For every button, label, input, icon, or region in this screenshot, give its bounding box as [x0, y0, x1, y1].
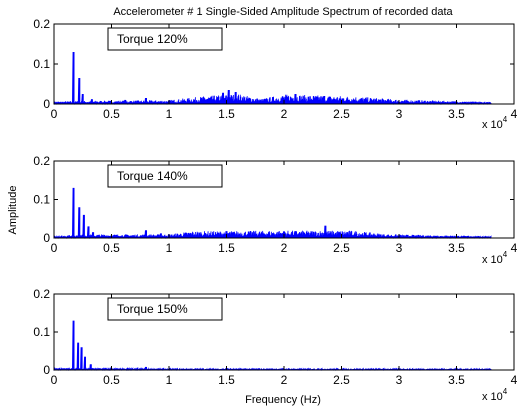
subplot-2: 0 0.5 1 1.5 2 2.5 3 3.5 4 0 0.1 0.2 Torque 140% x 104	[33, 154, 517, 266]
x-tick-label: 0.5	[103, 373, 120, 387]
x-tick-label: 3	[396, 373, 403, 387]
x-tick-label: 3	[396, 107, 403, 121]
annotation-label-1: Torque 120%	[117, 32, 188, 46]
annotation-box-1	[107, 27, 223, 51]
x-tick-label: 1.5	[218, 107, 235, 121]
y-tick-label: 0.2	[33, 154, 50, 168]
x-tick-label: 4	[511, 241, 518, 255]
y-tick-label: 0.1	[33, 193, 50, 207]
annotation-box-2	[107, 164, 223, 188]
x-tick-label: 2.5	[333, 241, 350, 255]
y-tick-label: 0	[43, 231, 50, 245]
subplot-1: 0 0.5 1 1.5 2 2.5 3 3.5 4 0 0.1 0.2 Torque 120% x 104	[33, 17, 517, 131]
x-tick-label: 2	[281, 373, 288, 387]
x-tick-label: 4	[511, 373, 518, 387]
x-tick-label: 1.5	[218, 241, 235, 255]
x-tick-label: 0	[51, 373, 58, 387]
y-tick-label: 0.2	[33, 17, 50, 31]
x-tick-label: 2.5	[333, 107, 350, 121]
x-tick-label: 3	[396, 241, 403, 255]
y-tick-label: 0.2	[33, 287, 50, 301]
x-tick-label: 0.5	[103, 241, 120, 255]
spectrum-line-3	[53, 320, 492, 372]
y-tick-label: 0	[43, 97, 50, 111]
x-tick-label: 1.5	[218, 373, 235, 387]
x-exponent-label-3: x 104	[482, 387, 508, 403]
x-tick-label: 3.5	[448, 107, 465, 121]
x-tick-label: 2	[281, 241, 288, 255]
annotation-label-3: Torque 150%	[117, 302, 188, 316]
x-tick-label: 1	[166, 241, 173, 255]
annotation-box-3	[107, 297, 223, 321]
x-tick-label: 4	[511, 107, 518, 121]
x-tick-label: 2	[281, 107, 288, 121]
x-exponent-label-1: x 104	[482, 115, 508, 131]
annotation-label-2: Torque 140%	[117, 169, 188, 183]
x-tick-label: 3.5	[448, 373, 465, 387]
x-tick-label: 3.5	[448, 241, 465, 255]
spectrum-line-1	[53, 51, 492, 106]
x-tick-label: 1	[166, 373, 173, 387]
x-exponent-label-2: x 104	[482, 250, 508, 266]
chart-title: Accelerometer # 1 Single-Sided Amplitude…	[113, 6, 453, 18]
x-tick-label: 0.5	[103, 107, 120, 121]
y-axis-label: Amplitude	[7, 186, 19, 235]
y-tick-label: 0.1	[33, 57, 50, 71]
x-tick-label: 1	[166, 107, 173, 121]
x-tick-label: 0	[51, 107, 58, 121]
x-tick-label: 0	[51, 241, 58, 255]
subplot-3: 0 0.5 1 1.5 2 2.5 3 3.5 4 0 0.1 0.2 Torque 150% x 104	[33, 287, 517, 403]
y-tick-label: 0	[43, 363, 50, 377]
y-tick-label: 0.1	[33, 325, 50, 339]
x-tick-label: 2.5	[333, 373, 350, 387]
x-axis-label: Frequency (Hz)	[245, 394, 321, 406]
spectrum-line-2	[53, 187, 492, 240]
